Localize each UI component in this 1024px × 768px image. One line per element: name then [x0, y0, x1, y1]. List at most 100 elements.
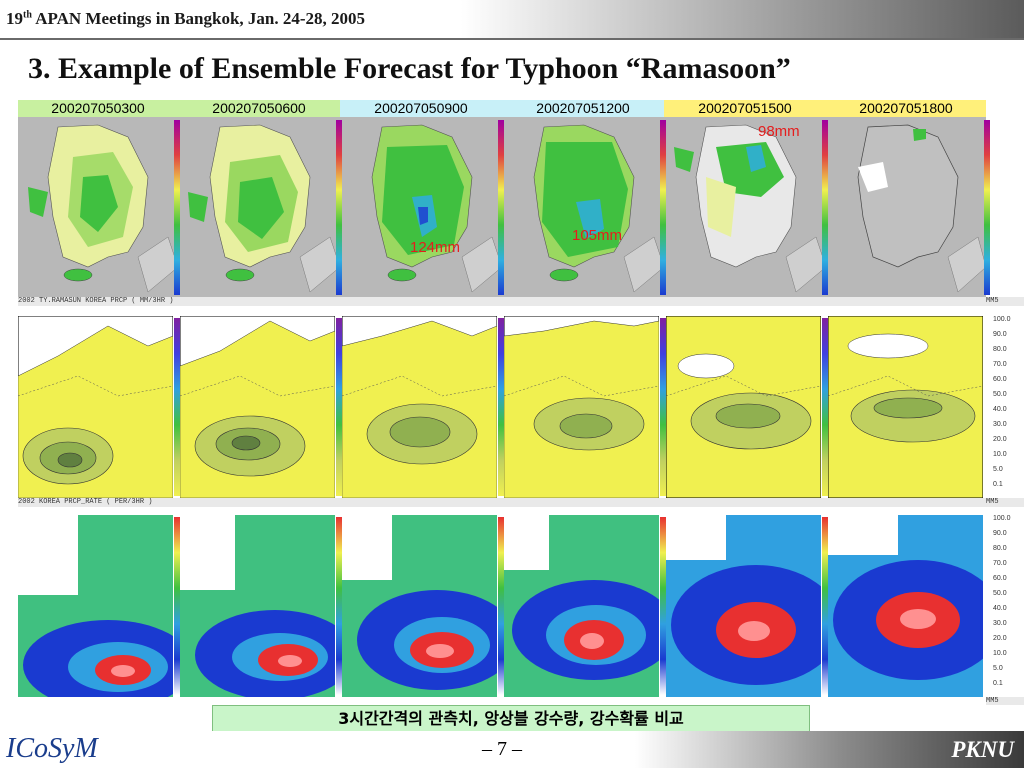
- row2-caption: 2002 KOREA PRCP_RATE ( PER/3HR ): [18, 498, 986, 507]
- header-bar: 19th APAN Meetings in Bangkok, Jan. 24-2…: [0, 0, 1024, 40]
- colorbar: [174, 318, 180, 496]
- prob-map-graphic: [828, 316, 983, 498]
- slide-title: 3. Example of Ensemble Forecast for Typh…: [28, 52, 791, 85]
- legend-tick: 80.0: [993, 346, 1007, 353]
- legend-tick: 70.0: [993, 361, 1007, 368]
- prob-legend: 100.0 90.0 80.0 70.0 60.0 50.0 40.0 30.0…: [989, 316, 1024, 498]
- pknu-label: PKNU: [951, 737, 1014, 762]
- legend-tick: 10.0: [993, 451, 1007, 458]
- colorbar: [984, 120, 990, 295]
- prob-map-panel: [18, 316, 173, 498]
- legend-tick: 20.0: [993, 635, 1007, 642]
- ensemble-map-panel: [666, 515, 821, 697]
- ensemble-map-panel: [828, 515, 983, 697]
- legend-tick: 90.0: [993, 331, 1007, 338]
- prob-map-panel: [180, 316, 335, 498]
- row1-caption-end: MM5: [986, 297, 1024, 306]
- colorbar: [336, 318, 342, 496]
- obs-map-panel: [504, 117, 666, 297]
- timestamp-label: 200207050300: [18, 100, 178, 117]
- colorbar: [174, 120, 180, 295]
- timestamp-strip: 200207050300 200207050600 200207050900 2…: [18, 100, 986, 117]
- legend-tick: 0.1: [993, 481, 1003, 488]
- colorbar: [498, 517, 504, 695]
- legend-tick: 30.0: [993, 421, 1007, 428]
- timestamp-label: 200207051200: [502, 100, 664, 117]
- note-text: 시간간격의 관측치, 앙상블 강수량, 강수확률 비교: [349, 709, 684, 728]
- prob-map-panel: [342, 316, 497, 498]
- colorbar: [822, 517, 828, 695]
- ensemble-map-graphic: [828, 515, 983, 697]
- prob-map-graphic: [180, 316, 335, 498]
- meeting-ordinal: 19: [6, 9, 23, 28]
- obs-map-graphic: [180, 117, 342, 297]
- ensemble-map-graphic: [18, 515, 173, 697]
- obs-map-panel: [828, 117, 986, 297]
- row1-caption: 2002 TY.RAMASUN KOREA PRCP ( MM/3HR ): [18, 297, 986, 306]
- ensemble-map-panel: [180, 515, 335, 697]
- obs-map-graphic: [828, 117, 986, 297]
- obs-map-graphic: [504, 117, 666, 297]
- obs-map-graphic: [18, 117, 180, 297]
- row2-caption-end: MM5: [986, 498, 1024, 507]
- legend-tick: 90.0: [993, 530, 1007, 537]
- colorbar: [660, 318, 666, 496]
- obs-max-annotation: 98mm: [758, 123, 800, 140]
- colorbar: [660, 120, 666, 295]
- timestamp-label: 200207050900: [340, 100, 502, 117]
- icosym-logo: ICoSyM: [6, 733, 98, 764]
- page-number: – 7 –: [482, 738, 522, 760]
- colorbar: [498, 318, 504, 496]
- legend-tick: 100.0: [993, 515, 1011, 522]
- ensemble-map-graphic: [342, 515, 497, 697]
- obs-map-panel: [342, 117, 504, 297]
- legend-tick: 50.0: [993, 391, 1007, 398]
- meeting-text: APAN Meetings in Bangkok, Jan. 24-28, 20…: [31, 9, 366, 28]
- prob-map-panel: [666, 316, 821, 498]
- ensemble-map-graphic: [666, 515, 821, 697]
- colorbar: [336, 120, 342, 295]
- colorbar: [822, 318, 828, 496]
- legend-tick: 5.0: [993, 466, 1003, 473]
- legend-tick: 20.0: [993, 436, 1007, 443]
- legend-tick: 40.0: [993, 605, 1007, 612]
- obs-map-panel: [180, 117, 342, 297]
- legend-tick: 0.1: [993, 680, 1003, 687]
- obs-map-graphic: [342, 117, 504, 297]
- ensemble-map-graphic: [504, 515, 659, 697]
- ensemble-legend: 100.0 90.0 80.0 70.0 60.0 50.0 40.0 30.0…: [989, 515, 1024, 697]
- row3-caption-end-text: MM5: [986, 697, 999, 705]
- legend-tick: 5.0: [993, 665, 1003, 672]
- obs-max-annotation: 124mm: [410, 239, 461, 256]
- row2-caption-text: 2002 KOREA PRCP_RATE ( PER/3HR ): [18, 498, 153, 506]
- legend-tick: 30.0: [993, 620, 1007, 627]
- legend-tick: 40.0: [993, 406, 1007, 413]
- legend-tick: 70.0: [993, 560, 1007, 567]
- ensemble-map-graphic: [180, 515, 335, 697]
- comparison-note: 3시간간격의 관측치, 앙상블 강수량, 강수확률 비교: [212, 705, 810, 732]
- row1-caption-text: 2002 TY.RAMASUN KOREA PRCP ( MM/3HR ): [18, 297, 174, 305]
- legend-tick: 50.0: [993, 590, 1007, 597]
- prob-map-panel: [828, 316, 983, 498]
- timestamp-label: 200207051800: [826, 100, 986, 117]
- row1-caption-end-text: MM5: [986, 297, 999, 305]
- legend-tick: 100.0: [993, 316, 1011, 323]
- prob-map-panel: [504, 316, 659, 498]
- ensemble-map-panel: [18, 515, 173, 697]
- prob-map-graphic: [18, 316, 173, 498]
- timestamp-label: 200207051500: [664, 100, 826, 117]
- colorbar: [822, 120, 828, 295]
- legend-tick: 10.0: [993, 650, 1007, 657]
- footer-bar: [0, 731, 1024, 768]
- colorbar: [498, 120, 504, 295]
- obs-max-annotation: 105mm: [572, 227, 623, 244]
- meeting-suffix: th: [23, 9, 32, 21]
- obs-map-panel: [18, 117, 180, 297]
- colorbar: [174, 517, 180, 695]
- colorbar: [336, 517, 342, 695]
- legend-tick: 60.0: [993, 575, 1007, 582]
- timestamp-label: 200207050600: [178, 100, 340, 117]
- obs-map-graphic: [666, 117, 828, 297]
- ensemble-map-panel: [342, 515, 497, 697]
- note-number: 3: [338, 709, 350, 728]
